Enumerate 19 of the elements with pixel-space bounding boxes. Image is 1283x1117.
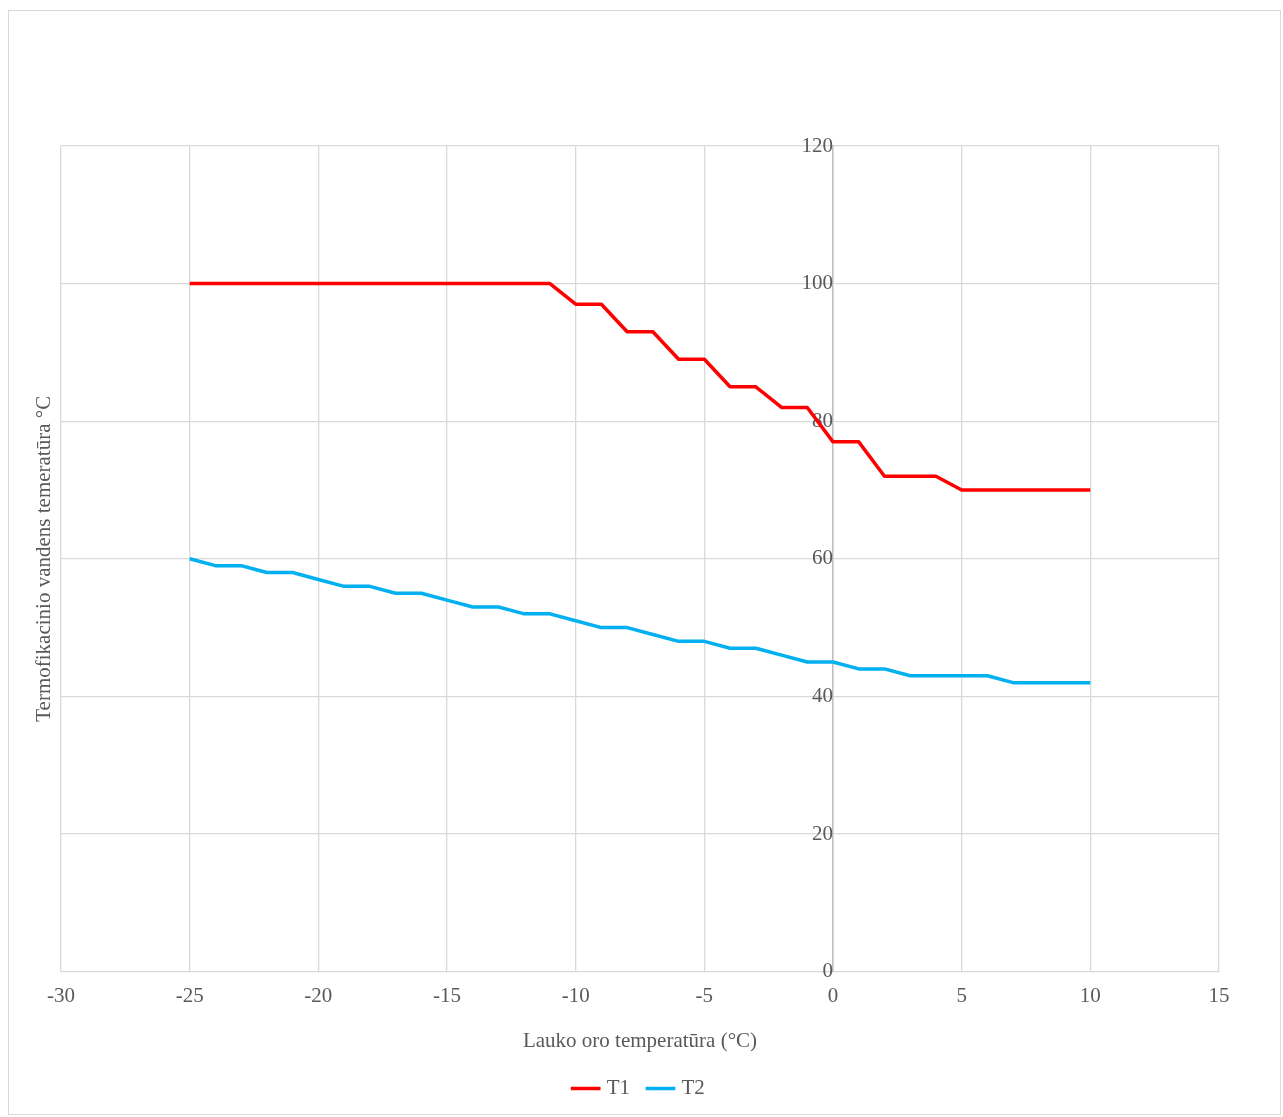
- x-tick-label: -5: [695, 982, 714, 1007]
- y-tick-label: 60: [812, 545, 833, 570]
- y-tick-label: 100: [801, 270, 833, 295]
- x-tick-label: -20: [304, 982, 333, 1007]
- x-tick-label: -15: [433, 982, 461, 1007]
- y-tick-label: 0: [822, 958, 833, 983]
- x-tick-label: 5: [956, 982, 967, 1007]
- y-tick-label: 120: [801, 132, 833, 157]
- y-axis-title: Termofikacinio vandens temeratūra °C: [30, 395, 55, 722]
- x-axis-title: Lauko oro temperatūra (°C): [522, 1027, 758, 1052]
- y-tick-label: 20: [812, 820, 833, 845]
- x-tick-label: -25: [175, 982, 204, 1007]
- legend-label: T2: [681, 1075, 705, 1100]
- x-tick-label: -10: [561, 982, 590, 1007]
- x-tick-label: 15: [1208, 982, 1230, 1007]
- legend-label: T1: [606, 1075, 630, 1100]
- x-tick-label: -30: [47, 982, 75, 1007]
- y-tick-label: 40: [812, 682, 833, 707]
- x-tick-label: 10: [1079, 982, 1101, 1007]
